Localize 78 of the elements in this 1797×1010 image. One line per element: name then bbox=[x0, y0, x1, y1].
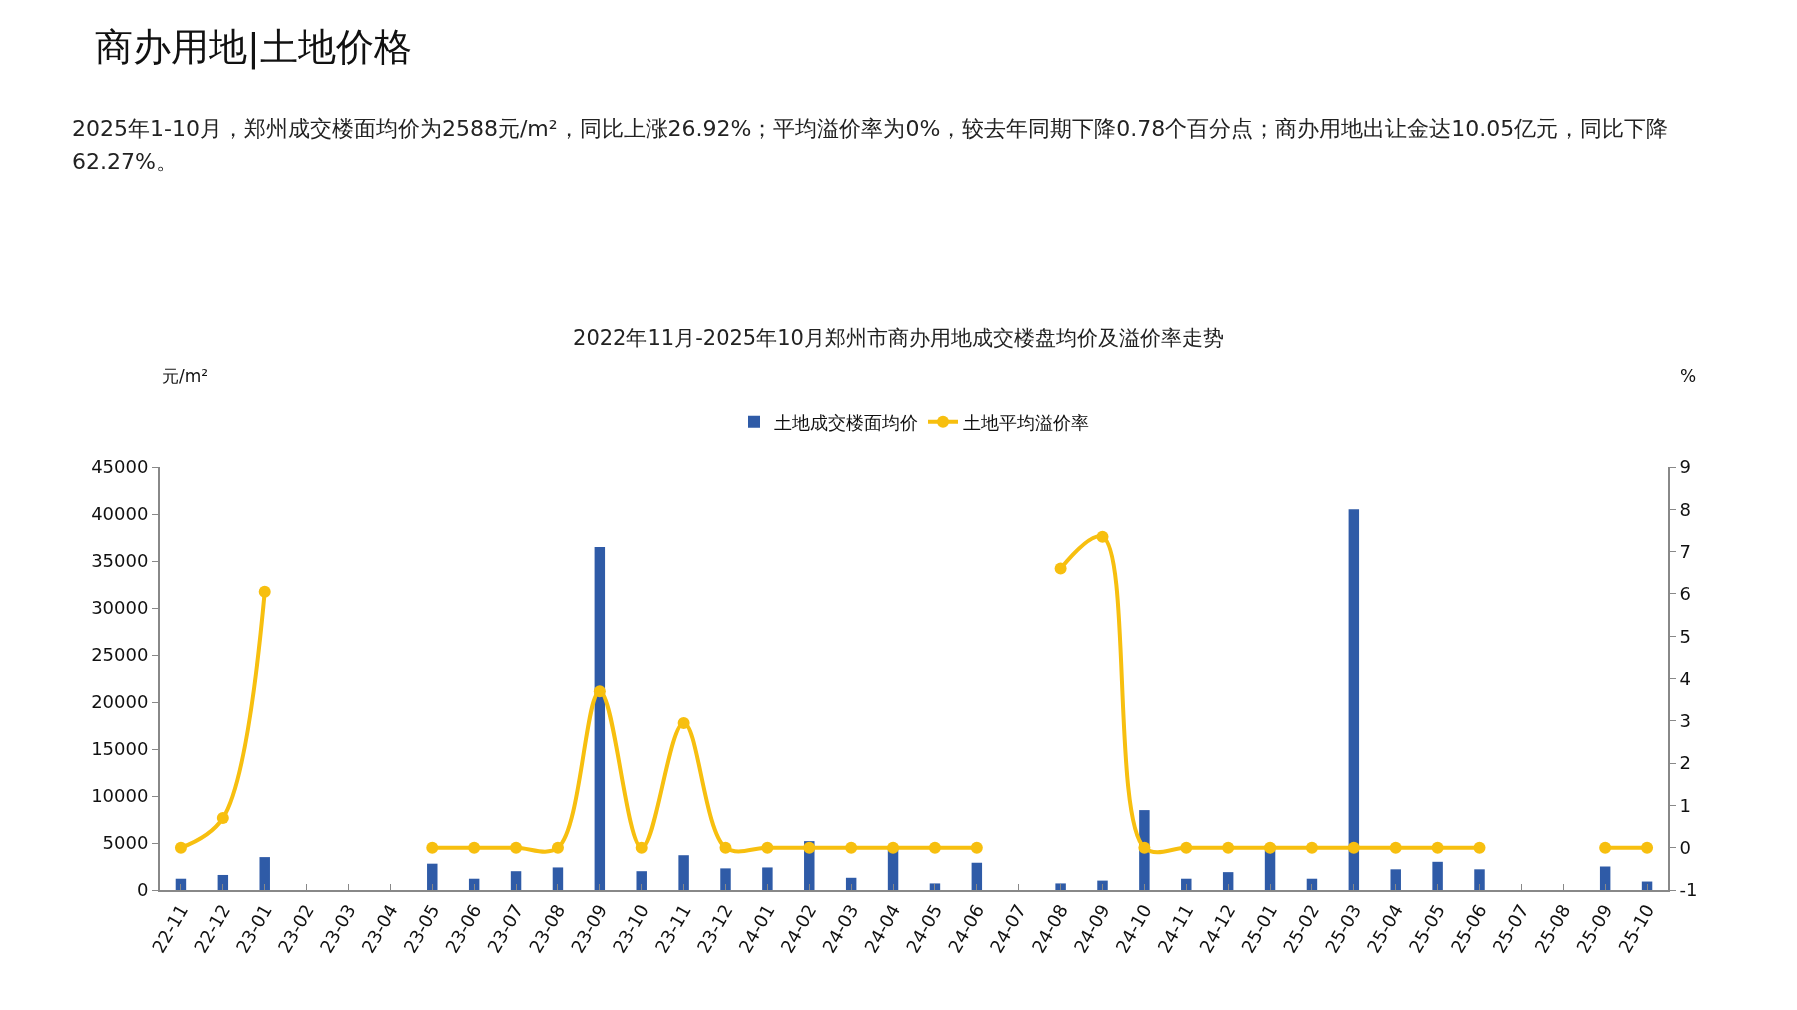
bar bbox=[217, 874, 229, 890]
point bbox=[719, 841, 732, 854]
y2-tick-label: 0 bbox=[1679, 837, 1692, 858]
y2-tick-label: 9 bbox=[1679, 456, 1692, 478]
bar bbox=[259, 857, 270, 890]
point bbox=[1222, 841, 1235, 854]
point bbox=[635, 841, 648, 854]
y-axis-title: 元/m² bbox=[162, 366, 209, 386]
y2-tick-label: 2 bbox=[1679, 752, 1692, 774]
y-tick-label: 15000 bbox=[91, 738, 149, 760]
chart-title: 2022年11月-2025年10月郑州市商办用地成交楼盘均价及溢价率走势 bbox=[573, 326, 1224, 351]
y2-axis-title: % bbox=[1680, 366, 1697, 386]
legend-label: 土地成交楼面均价 bbox=[774, 411, 918, 433]
point bbox=[468, 841, 481, 854]
point bbox=[1599, 841, 1612, 854]
bar bbox=[636, 871, 647, 890]
legend-label: 土地平均溢价率 bbox=[963, 411, 1089, 433]
point bbox=[216, 812, 229, 825]
y-tick-label: 40000 bbox=[91, 503, 149, 525]
y2-tick-label: -1 bbox=[1679, 879, 1698, 901]
point bbox=[593, 685, 606, 698]
point bbox=[845, 841, 858, 854]
y2-tick-label: 6 bbox=[1679, 583, 1692, 605]
point bbox=[1138, 841, 1151, 854]
point bbox=[1054, 562, 1067, 575]
chart-subtitle: 2025年1-10月，郑州成交楼面均价为2588元/m²，同比上涨26.92%；平均溢价率为0%，较去年同期下降0.78个百分点；商办用地出让金达10.05亿元，同比下降62.27%。 bbox=[72, 115, 1670, 176]
bar bbox=[1181, 878, 1192, 890]
point bbox=[1180, 841, 1193, 854]
point bbox=[1096, 530, 1109, 543]
y-tick-label: 30000 bbox=[91, 597, 149, 619]
point bbox=[174, 841, 187, 854]
bar bbox=[1222, 872, 1234, 890]
y2-tick-label: 1 bbox=[1679, 794, 1692, 816]
point bbox=[1347, 841, 1360, 854]
y-tick-label: 10000 bbox=[91, 785, 149, 807]
point bbox=[1641, 841, 1654, 854]
y2-tick-label: 8 bbox=[1679, 498, 1692, 520]
point bbox=[1264, 841, 1277, 854]
y-tick-label: 25000 bbox=[91, 644, 149, 666]
y-tick-label: 5000 bbox=[102, 832, 149, 854]
bar bbox=[1055, 883, 1066, 890]
point bbox=[1431, 841, 1444, 854]
bar bbox=[1474, 869, 1485, 890]
point bbox=[1305, 841, 1318, 854]
bar bbox=[762, 867, 773, 890]
point bbox=[677, 716, 690, 729]
y-tick-label: 20000 bbox=[91, 691, 149, 713]
y-tick-label: 35000 bbox=[91, 550, 149, 572]
bar bbox=[1390, 869, 1401, 890]
bar bbox=[720, 868, 731, 890]
bar bbox=[510, 871, 522, 890]
point bbox=[510, 841, 523, 854]
bar bbox=[427, 863, 438, 890]
point bbox=[970, 841, 983, 854]
point bbox=[258, 585, 271, 598]
bar bbox=[1432, 861, 1443, 890]
point bbox=[1473, 841, 1486, 854]
bar bbox=[1599, 866, 1611, 890]
y-tick-label: 0 bbox=[136, 879, 149, 901]
bar bbox=[1097, 880, 1108, 890]
bar bbox=[971, 862, 983, 890]
point bbox=[803, 841, 816, 854]
point bbox=[551, 841, 564, 854]
y2-tick-label: 3 bbox=[1679, 710, 1692, 732]
bar bbox=[678, 855, 689, 890]
y2-tick-label: 7 bbox=[1679, 540, 1692, 562]
y2-tick-label: 5 bbox=[1679, 625, 1692, 647]
point bbox=[928, 841, 941, 854]
text: 商办用地|土地价格 bbox=[95, 24, 412, 72]
y2-tick-label: 4 bbox=[1679, 667, 1692, 689]
bar bbox=[1348, 509, 1360, 890]
point bbox=[1389, 841, 1402, 854]
point bbox=[426, 841, 439, 854]
y-tick-label: 45000 bbox=[91, 456, 149, 478]
bar bbox=[552, 867, 564, 890]
point bbox=[761, 841, 774, 854]
bar bbox=[594, 546, 606, 890]
point bbox=[887, 841, 900, 854]
